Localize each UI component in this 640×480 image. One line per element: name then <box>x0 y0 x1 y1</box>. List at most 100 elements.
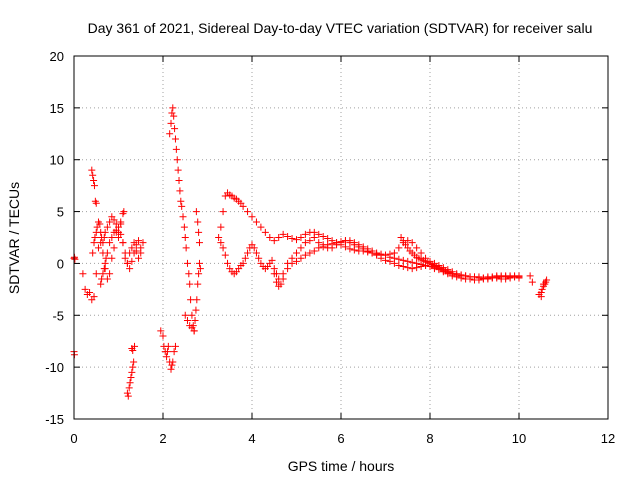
y-tick-label: -15 <box>45 412 64 427</box>
data-point <box>180 223 188 231</box>
data-point <box>543 276 551 284</box>
data-point <box>100 234 108 241</box>
data-point <box>128 244 136 252</box>
data-point <box>224 259 232 267</box>
data-point <box>171 125 179 133</box>
x-tick-label: 12 <box>601 431 615 446</box>
data-point <box>293 236 300 244</box>
data-point <box>125 384 133 392</box>
data-point <box>137 244 145 252</box>
data-point <box>168 361 176 369</box>
data-point <box>241 254 249 262</box>
data-point <box>266 234 274 241</box>
data-point <box>183 259 191 267</box>
data-point <box>99 239 107 247</box>
data-point <box>101 259 109 267</box>
data-point <box>337 238 345 246</box>
data-point <box>526 272 534 280</box>
data-point <box>382 251 389 259</box>
data-point <box>221 251 229 259</box>
data-point <box>215 234 223 241</box>
data-point <box>413 259 421 267</box>
data-point <box>175 176 183 184</box>
data-point <box>244 249 252 257</box>
data-point <box>284 232 292 240</box>
data-point <box>119 239 127 247</box>
data-point <box>288 259 296 267</box>
data-point <box>248 213 256 221</box>
data-point <box>539 280 547 288</box>
data-point <box>194 218 202 226</box>
data-point <box>192 306 200 314</box>
data-point <box>126 265 134 273</box>
data-point <box>98 275 106 283</box>
data-point <box>195 259 203 267</box>
data-point <box>408 265 416 273</box>
data-point <box>306 249 314 257</box>
data-point <box>257 223 265 231</box>
data-point <box>127 374 135 382</box>
data-point <box>97 280 105 288</box>
data-point <box>128 257 136 265</box>
data-point <box>217 239 225 247</box>
data-point <box>159 332 167 340</box>
data-point <box>538 285 546 293</box>
data-point <box>268 256 276 264</box>
data-point <box>328 240 336 248</box>
data-point <box>408 258 416 266</box>
data-point <box>90 239 98 247</box>
data-point <box>364 245 372 253</box>
data-point <box>124 392 132 400</box>
data-point <box>129 347 137 355</box>
y-tick-label: 20 <box>50 49 64 64</box>
data-point <box>324 241 332 249</box>
data-point <box>163 348 171 356</box>
data-point <box>315 244 323 252</box>
data-point <box>377 250 385 258</box>
data-point <box>121 249 129 257</box>
data-point <box>217 223 225 231</box>
data-point <box>279 275 287 283</box>
data-point <box>126 379 134 387</box>
data-point <box>120 208 128 216</box>
data-point <box>164 342 172 350</box>
y-tick-label: 5 <box>57 205 64 220</box>
data-point <box>315 230 323 238</box>
data-point <box>301 239 309 247</box>
data-point <box>239 259 247 267</box>
data-point <box>462 272 470 280</box>
data-point <box>399 237 407 245</box>
data-point <box>373 249 381 257</box>
data-point <box>71 255 79 263</box>
data-point <box>117 218 125 226</box>
data-point <box>79 270 87 278</box>
data-point <box>139 239 147 247</box>
axis-ticks <box>73 55 609 420</box>
data-point <box>174 166 182 174</box>
data-point <box>310 247 318 255</box>
data-point <box>108 234 116 241</box>
data-point <box>167 119 175 127</box>
data-point <box>181 234 189 241</box>
data-point <box>324 235 332 243</box>
plot-frame <box>73 55 609 420</box>
data-point <box>188 311 196 319</box>
data-point <box>130 249 138 257</box>
data-point <box>163 353 171 361</box>
data-point <box>319 243 327 251</box>
y-tick-label: 15 <box>50 101 64 116</box>
data-point <box>284 265 292 273</box>
data-point <box>346 245 354 253</box>
grid-lines <box>74 56 608 419</box>
data-point <box>252 218 260 226</box>
data-point <box>135 237 143 245</box>
data-point <box>395 244 403 252</box>
data-point <box>395 255 403 263</box>
data-point <box>346 237 354 245</box>
x-tick-label: 0 <box>70 431 77 446</box>
data-point <box>448 270 456 278</box>
data-point <box>293 257 300 265</box>
data-point <box>169 104 177 112</box>
data-point <box>528 278 536 286</box>
data-point <box>293 249 300 257</box>
